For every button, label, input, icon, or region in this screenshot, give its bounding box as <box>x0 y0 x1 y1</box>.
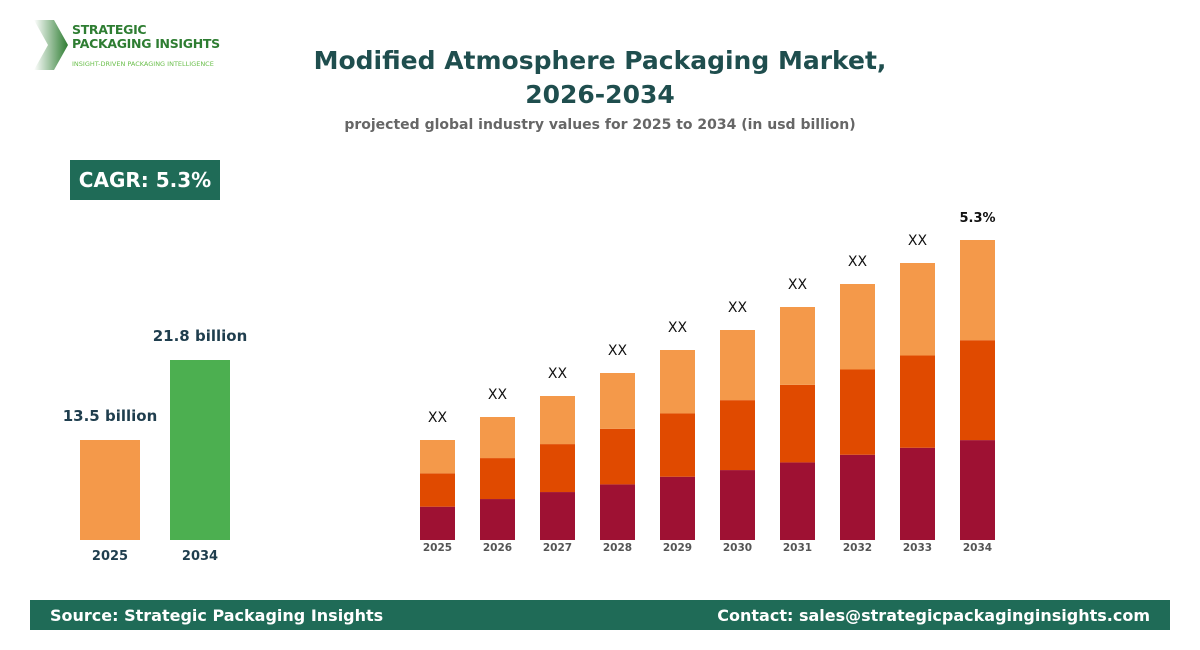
bar-2034 <box>170 360 230 540</box>
x-tick-2027: 2027 <box>543 542 572 554</box>
bar-segment-2030-0 <box>720 470 755 540</box>
data-label-2032: XX <box>848 254 868 270</box>
bar-segment-2033-1 <box>900 355 935 448</box>
data-label-2030: XX <box>728 300 748 316</box>
bar-segment-2028-0 <box>600 484 635 540</box>
title-line1: Modified Atmosphere Packaging Market, <box>313 46 887 75</box>
data-label-2026: XX <box>488 387 508 403</box>
charts: 13.5 billion 2025 21.8 billion 2034 XX 2025 XX… <box>63 211 996 564</box>
data-label-2029: XX <box>668 320 688 336</box>
contact-link[interactable]: Contact: sales@strategicpackaginginsight… <box>717 605 1150 625</box>
bar-segment-2026-0 <box>480 499 515 540</box>
data-label-2034: 21.8 billion <box>153 327 248 345</box>
bar-segment-2032-0 <box>840 454 875 540</box>
data-label-2025: XX <box>428 410 448 426</box>
bar-segment-2028-1 <box>600 428 635 485</box>
x-tick-2034: 2034 <box>182 549 218 564</box>
x-tick-2025: 2025 <box>423 542 452 554</box>
bar-segment-2032-1 <box>840 369 875 455</box>
bar-2025 <box>80 440 140 540</box>
bar-segment-2027-1 <box>540 444 575 493</box>
bar-segment-2033-0 <box>900 447 935 540</box>
bar-segment-2033-2 <box>900 263 935 356</box>
logo-text: STRATEGIC PACKAGING INSIGHTS <box>72 23 220 51</box>
data-label-2034: 5.3% <box>959 211 995 226</box>
bar-segment-2025-2 <box>420 440 455 474</box>
bar-segment-2034-2 <box>960 240 995 341</box>
bar-segment-2034-1 <box>960 340 995 441</box>
x-tick-2026: 2026 <box>483 542 512 554</box>
bar-segment-2029-2 <box>660 350 695 414</box>
source-text: Source: Strategic Packaging Insights <box>50 605 384 625</box>
bar-segment-2026-2 <box>480 417 515 459</box>
logo-chevron-icon <box>34 20 68 70</box>
bar-segment-2030-1 <box>720 400 755 471</box>
chart-subtitle: projected global industry values for 202… <box>344 117 856 133</box>
data-label-2025: 13.5 billion <box>63 407 158 425</box>
bar-segment-2027-0 <box>540 492 575 540</box>
bar-segment-2032-2 <box>840 284 875 370</box>
bar-segment-2025-1 <box>420 473 455 507</box>
data-label-2031: XX <box>788 277 808 293</box>
x-tick-2029: 2029 <box>663 542 692 554</box>
x-tick-2032: 2032 <box>843 542 872 554</box>
bar-segment-2031-0 <box>780 462 815 540</box>
x-tick-2030: 2030 <box>723 542 752 554</box>
cagr-badge: CAGR: 5.3% <box>70 160 220 200</box>
x-tick-2031: 2031 <box>783 542 812 554</box>
title-line2: 2026-2034 <box>525 80 675 109</box>
bar-segment-2029-1 <box>660 413 695 477</box>
x-tick-2034: 2034 <box>963 542 992 554</box>
bar-segment-2025-0 <box>420 506 455 540</box>
footer: Source: Strategic Packaging Insights Con… <box>30 600 1170 630</box>
bar-segment-2031-2 <box>780 307 815 385</box>
bar-segment-2030-2 <box>720 330 755 401</box>
chart-title: Modified Atmosphere Packaging Market, 202… <box>0 44 1200 112</box>
bar-segment-2034-0 <box>960 440 995 540</box>
bar-segment-2031-1 <box>780 384 815 463</box>
bar-segment-2026-1 <box>480 458 515 500</box>
data-label-2027: XX <box>548 366 568 382</box>
x-tick-2028: 2028 <box>603 542 632 554</box>
bar-segment-2027-2 <box>540 396 575 445</box>
data-label-2028: XX <box>608 343 628 359</box>
logo-line2: PACKAGING INSIGHTS <box>72 36 220 51</box>
bar-segment-2029-0 <box>660 476 695 540</box>
data-label-2033: XX <box>908 233 928 249</box>
bar-segment-2028-2 <box>600 373 635 429</box>
x-tick-2033: 2033 <box>903 542 932 554</box>
logo-line1: STRATEGIC <box>72 22 147 37</box>
logo-tagline: INSIGHT-DRIVEN PACKAGING INTELLIGENCE <box>72 60 214 68</box>
x-tick-2025: 2025 <box>92 549 128 564</box>
